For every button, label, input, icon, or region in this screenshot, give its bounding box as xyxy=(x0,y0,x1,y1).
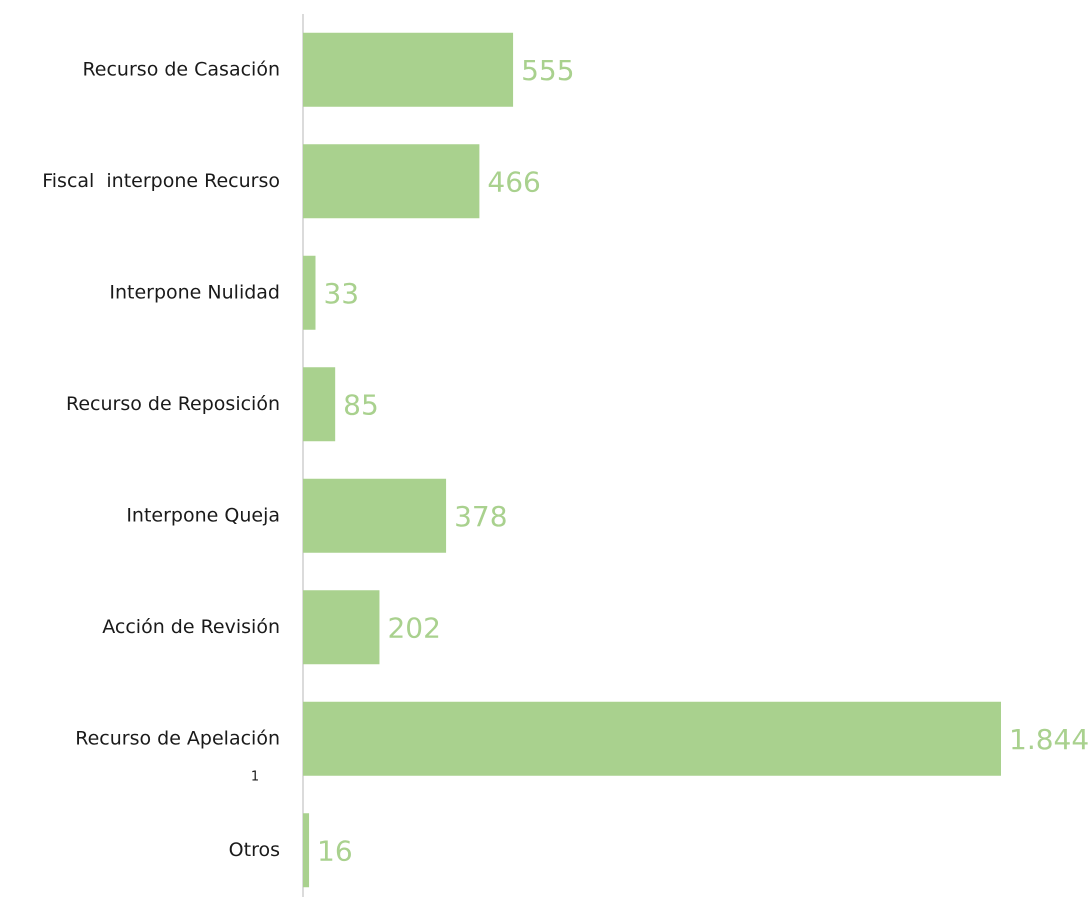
bar xyxy=(303,590,380,665)
bar xyxy=(303,32,514,107)
value-label: 378 xyxy=(454,500,507,533)
value-label: 16 xyxy=(317,834,353,867)
category-label: Fiscal interpone Recurso xyxy=(42,170,280,192)
category-label: Interpone Queja xyxy=(126,504,280,526)
category-label: Acción de Revisión xyxy=(102,616,280,638)
bar xyxy=(303,367,336,442)
bar xyxy=(303,144,480,219)
bar xyxy=(303,701,1001,776)
category-label: Recurso de Reposición xyxy=(66,393,280,415)
category-label: Interpone Nulidad xyxy=(109,281,280,303)
bar xyxy=(303,255,316,330)
value-label: 466 xyxy=(487,165,540,198)
value-label: 85 xyxy=(343,388,379,421)
value-label: 33 xyxy=(323,277,359,310)
value-label: 555 xyxy=(521,54,574,87)
annotation: 1 xyxy=(251,769,259,784)
bar xyxy=(303,813,310,888)
category-label: Recurso de Apelación xyxy=(75,727,280,749)
value-label: 202 xyxy=(387,611,440,644)
bar xyxy=(303,478,447,553)
value-label: 1.844 xyxy=(1009,723,1089,756)
category-label: Recurso de Casación xyxy=(82,58,280,80)
category-label: Otros xyxy=(229,839,280,861)
